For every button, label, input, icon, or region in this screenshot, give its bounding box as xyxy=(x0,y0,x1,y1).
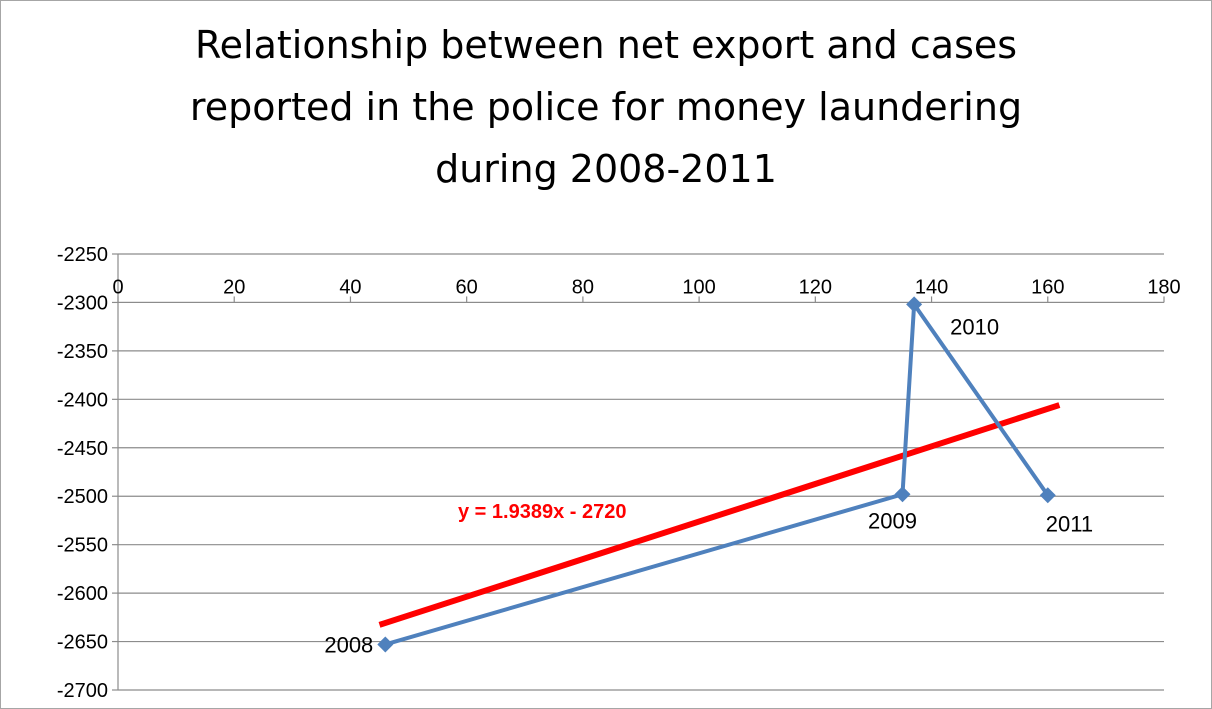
x-tick-label-2: 40 xyxy=(339,276,361,298)
chart-title-line-1: Relationship between net export and case… xyxy=(194,23,1018,67)
data-point-2011 xyxy=(1039,487,1056,504)
y-tick-label-7: -2600 xyxy=(57,583,108,605)
chart-title-line-3: during 2008-2011 xyxy=(435,147,777,191)
data-point-2008 xyxy=(377,636,394,653)
x-tick-label-1: 20 xyxy=(223,276,245,298)
x-tick-label-7: 140 xyxy=(915,276,948,298)
x-tick-label-4: 80 xyxy=(572,276,594,298)
y-tick-label-9: -2700 xyxy=(57,680,108,702)
x-tick-label-8: 160 xyxy=(1031,276,1064,298)
point-label-2011: 2011 xyxy=(1046,511,1093,536)
x-tick-label-0: 0 xyxy=(112,276,123,298)
trendline-equation: y = 1.9389x - 2720 xyxy=(458,501,626,523)
x-tick-label-5: 100 xyxy=(682,276,715,298)
y-tick-label-8: -2650 xyxy=(57,632,108,654)
point-label-2009: 2009 xyxy=(868,508,917,533)
chart-title: Relationship between net export and case… xyxy=(0,14,1212,200)
y-tick-label-5: -2500 xyxy=(57,486,108,508)
series-line-0 xyxy=(384,302,1050,647)
y-tick-label-1: -2300 xyxy=(57,292,108,314)
data-point-2010 xyxy=(906,296,923,313)
chart-title-line-2: reported in the police for money launder… xyxy=(189,85,1023,129)
point-label-2010: 2010 xyxy=(950,314,999,339)
x-tick-label-9: 180 xyxy=(1147,276,1180,298)
point-label-2008: 2008 xyxy=(324,632,373,657)
trendline xyxy=(378,402,1061,628)
data-point-2009 xyxy=(894,486,911,503)
x-tick-label-6: 120 xyxy=(799,276,832,298)
y-tick-label-2: -2350 xyxy=(57,341,108,363)
y-tick-label-3: -2400 xyxy=(57,389,108,411)
y-tick-label-6: -2550 xyxy=(57,535,108,557)
y-tick-label-4: -2450 xyxy=(57,438,108,460)
x-tick-label-3: 60 xyxy=(456,276,478,298)
y-tick-label-0: -2250 xyxy=(57,244,108,266)
